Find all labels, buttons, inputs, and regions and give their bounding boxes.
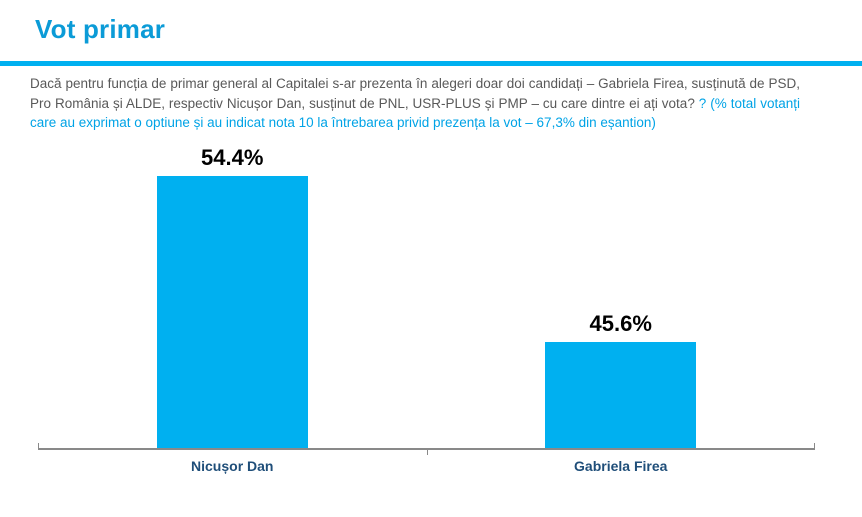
- axis-tick-left: [38, 443, 39, 448]
- question-text: Dacă pentru funcția de primar general al…: [30, 74, 800, 133]
- plot-area: 54.4% 45.6%: [38, 145, 816, 455]
- bar-group-gabriela-firea: 45.6%: [427, 145, 816, 448]
- category-label-nicusor-dan: Nicușor Dan: [191, 458, 274, 474]
- axis-tick-center: [426, 450, 428, 455]
- page-title: Vot primar: [35, 14, 166, 44]
- bar-chart: 54.4% 45.6% Nicușor Dan Gabriela Firea: [38, 145, 815, 490]
- title-divider-bar: [0, 61, 862, 66]
- question-note-text: ? (% total votanți care au exprimat o op…: [30, 95, 800, 131]
- bar-nicusor-dan: [156, 176, 308, 448]
- bar-gabriela-firea: [545, 342, 697, 448]
- question-main-text: Dacă pentru funcția de primar general al…: [30, 76, 800, 111]
- axis-tick-right: [814, 443, 815, 448]
- value-label-gabriela-firea: 45.6%: [589, 311, 652, 336]
- bar-group-nicusor-dan: 54.4%: [38, 145, 427, 448]
- category-label-gabriela-firea: Gabriela Firea: [574, 458, 668, 474]
- category-axis-labels: Nicușor Dan Gabriela Firea: [38, 458, 815, 474]
- value-label-nicusor-dan: 54.4%: [201, 145, 264, 170]
